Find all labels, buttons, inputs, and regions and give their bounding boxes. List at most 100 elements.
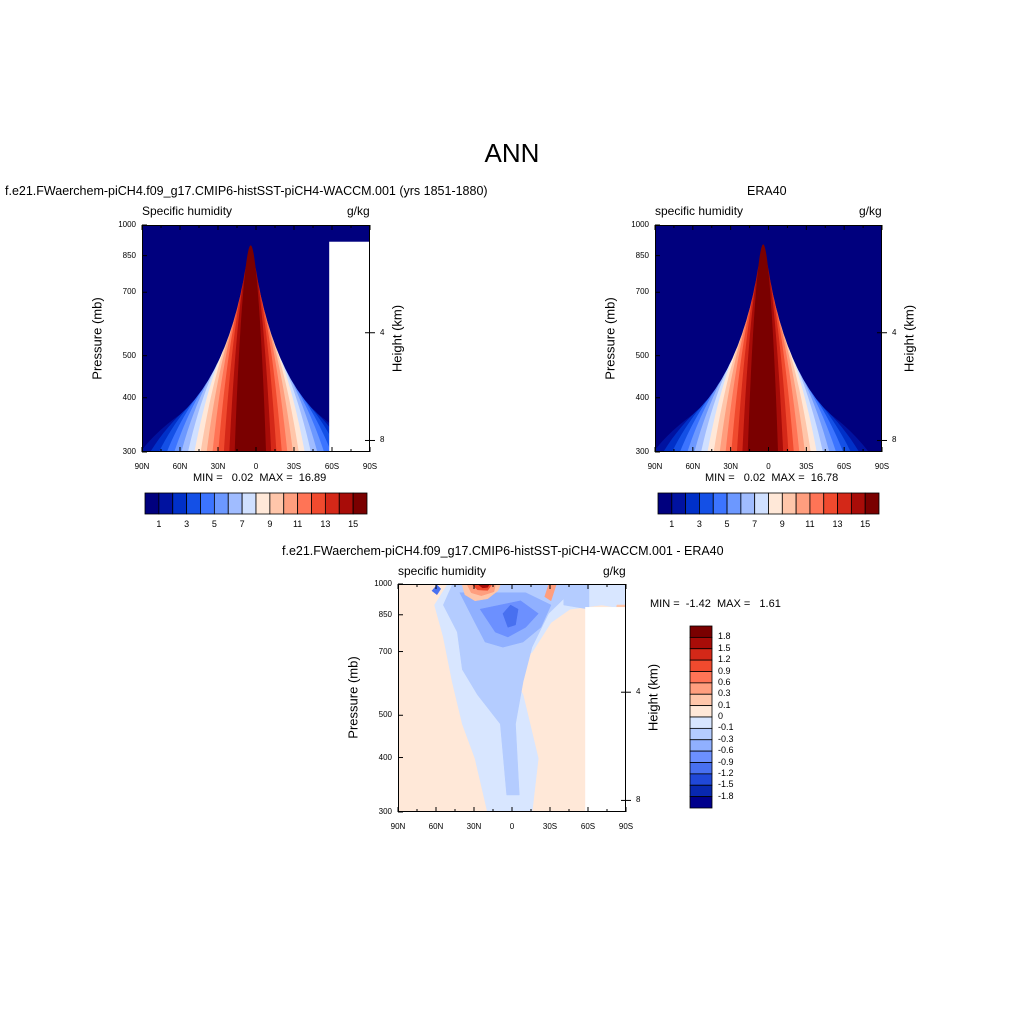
panel3-y-tick-label: 700 (378, 646, 392, 656)
panel3-contours (399, 585, 625, 811)
panel3-x-tick-label: 60S (580, 822, 596, 831)
panel1-plot-area (142, 225, 370, 452)
diff-region-plus-1.5 (478, 585, 490, 589)
panel1-x-tick-label: 0 (253, 462, 259, 471)
panel2-y-tick-label: 1000 (631, 220, 649, 229)
colorbar-box (795, 492, 811, 515)
panel3-plot-area (398, 584, 626, 812)
panel1-y-tick-label: 1000 (118, 220, 136, 229)
panel3-y-axis-label: Pressure (mb) (345, 656, 361, 739)
panel2-variable-label: specific humidity (655, 204, 744, 218)
colorbar-box (158, 492, 174, 515)
panel3-colorbar-label: -0.3 (718, 733, 734, 744)
colorbar-box (768, 492, 783, 515)
panel2-colorbar-label: 13 (832, 519, 843, 529)
panel2-stats: MIN = 0.02 MAX = 16.78 (705, 472, 839, 484)
panel1-title: f.e21.FWaerchem-piCH4.f09_g17.CMIP6-hist… (5, 184, 488, 198)
panel1-y-tick-label: 850 (122, 250, 136, 260)
contour-level-15 (747, 244, 778, 451)
panel2-x-tick-label: 60N (685, 462, 701, 471)
panel2-colorbar-label: 7 (752, 519, 758, 529)
colorbar-box (726, 492, 742, 515)
panel1-colorbar-label: 13 (320, 519, 331, 529)
panel3-colorbar-label: -1.8 (718, 790, 734, 801)
diff-region-minus-0.3 (443, 585, 575, 796)
diff-region-plus-0.6c (544, 585, 557, 602)
panel1-variable-label: Specific humidity (142, 204, 233, 218)
panel3-colorbar-label: 0.1 (718, 699, 731, 710)
panel2-y-tick-label: 700 (635, 287, 649, 297)
panel3-height-tick-label: 4 (636, 687, 641, 697)
panel2-colorbar-label: 15 (860, 519, 871, 529)
panel1-x-tick-label: 30N (210, 462, 226, 471)
main-title: ANN (484, 138, 540, 168)
panel3-x-tick-label: 90N (390, 822, 406, 831)
panel2-colorbar-label: 3 (696, 519, 702, 529)
contour-level-15 (234, 245, 266, 451)
colorbar-box (241, 492, 257, 515)
panel2-height-axis-label: Height (km) (901, 304, 917, 372)
panel1-colorbar-label: 9 (267, 519, 273, 529)
panel1-colorbar-label: 1 (156, 519, 162, 529)
panel1-stats: MIN = 0.02 MAX = 16.89 (193, 472, 327, 484)
panel2-y-axis-label: Pressure (mb) (602, 296, 618, 380)
panel1-x-tick-label: 60S (324, 462, 340, 471)
panel3-height-axis-label: Height (km) (645, 663, 661, 732)
panel3-y-tick-label: 1000 (374, 579, 392, 588)
colorbar-box (689, 750, 713, 763)
panel3-colorbar-label: -0.9 (718, 756, 734, 767)
panel3-y-tick-label: 850 (378, 609, 392, 619)
panel2-x-tick-label: 90N (647, 462, 663, 471)
panel2-colorbar-label: 9 (779, 519, 785, 529)
colorbar-box (689, 727, 713, 741)
panel2-x-tick-label: 0 (766, 462, 771, 471)
panel3-colorbar-label: -0.1 (718, 722, 734, 733)
colorbar-box (338, 492, 354, 515)
panel1-x-tick-label: 30S (286, 462, 302, 471)
colorbar-box (144, 492, 160, 515)
panel2-plot-area (655, 225, 882, 452)
panel2-x-tick-label: 90S (874, 462, 890, 471)
panel1-colorbar-label: 15 (348, 519, 359, 529)
colorbar-box (671, 492, 687, 515)
panel2-y-tick-label: 500 (635, 350, 649, 360)
panel1-height-axis-label: Height (km) (389, 304, 405, 372)
panel1-height-tick-label: 4 (380, 327, 385, 337)
panel1-y-tick-label: 400 (122, 392, 136, 402)
colorbar-box (172, 492, 188, 515)
panel3-colorbar-label: 0.6 (718, 676, 731, 687)
panel2-colorbar-label: 1 (669, 519, 675, 529)
panel3-colorbar-label: 0.3 (718, 688, 731, 699)
colorbar-box (213, 492, 229, 515)
colorbar-box (324, 492, 340, 515)
panel3-units-label: g/kg (603, 564, 626, 578)
colorbar-box (689, 625, 713, 638)
panel1-colorbar-label: 5 (211, 519, 217, 529)
colorbar-box (685, 492, 700, 515)
topography-mask (585, 607, 625, 811)
panel1-height-tick-label: 8 (380, 435, 385, 445)
panel2-units-label: g/kg (859, 204, 882, 218)
panel3-variable-label: specific humidity (398, 564, 487, 578)
colorbar-box (689, 705, 713, 718)
panel1-colorbar-label: 11 (292, 519, 303, 529)
colorbar-box (297, 492, 312, 515)
colorbar-box (689, 682, 713, 695)
panel3-x-tick-label: 90S (618, 822, 634, 831)
panel3-colorbar-label: -1.2 (718, 767, 734, 778)
topography-mask (364, 310, 369, 451)
colorbar-box (689, 773, 713, 786)
colorbar-box (689, 648, 713, 661)
colorbar-box (864, 492, 880, 515)
panel3-y-tick-label: 300 (378, 807, 392, 816)
panel1-x-tick-label: 90S (362, 462, 378, 471)
panel2-height-tick-label: 4 (892, 327, 897, 337)
colorbar-box (269, 492, 285, 515)
panel3-colorbar-label: -0.6 (718, 745, 734, 756)
panel1-units-label: g/kg (347, 204, 370, 218)
colorbar-box (689, 636, 713, 650)
colorbar-box (689, 762, 713, 775)
panel3-x-tick-label: 60N (428, 822, 444, 831)
panel3-x-tick-label: 30S (542, 822, 558, 831)
colorbar-box (850, 492, 866, 515)
